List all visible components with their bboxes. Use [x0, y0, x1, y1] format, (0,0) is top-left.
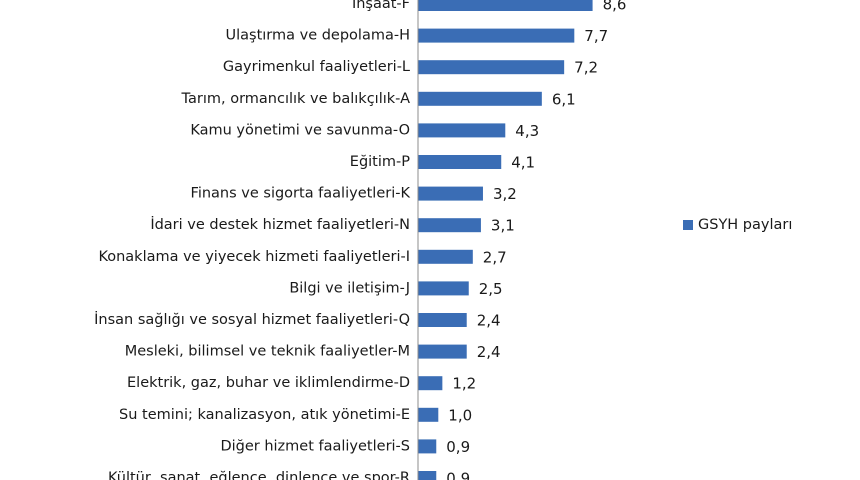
category-label: İnsan sağlığı ve sosyal hizmet faaliyetl… — [94, 310, 410, 328]
category-label: Konaklama ve yiyecek hizmeti faaliyetler… — [98, 249, 410, 265]
bar — [418, 376, 443, 391]
bar — [418, 249, 473, 264]
bar — [418, 313, 467, 327]
bar — [418, 344, 467, 359]
category-label: Bilgi ve iletişim-J — [289, 280, 410, 296]
value-label: 4,1 — [511, 154, 535, 172]
value-label: 8,6 — [603, 0, 627, 14]
value-label: 0,9 — [446, 470, 470, 480]
bar — [418, 155, 502, 169]
bar — [418, 91, 542, 106]
category-label: Eğitim-P — [350, 154, 410, 170]
category-label: Su temini; kanalizasyon, atık yönetimi-E — [119, 407, 410, 423]
category-label: Gayrimenkul faaliyetleri-L — [223, 59, 410, 75]
value-label: 2,5 — [479, 280, 503, 298]
category-label: Ulaştırma ve depolama-H — [226, 28, 411, 44]
value-label: 1,0 — [448, 406, 472, 424]
bar — [418, 218, 481, 233]
category-labels: İnşaat-F Ulaştırma ve depolama-H Gayrimenk… — [94, 0, 410, 480]
category-label: Finans ve sigorta faaliyetleri-K — [191, 186, 411, 202]
category-label: Kültür, sanat, eğlence, dinlence ve spor… — [108, 470, 410, 480]
category-label: İnşaat-F — [352, 0, 410, 12]
bar — [418, 439, 437, 454]
category-label: İdari ve destek hizmet faaliyetleri-N — [150, 215, 410, 233]
category-label: Diğer hizmet faaliyetleri-S — [220, 438, 410, 454]
value-labels: 8,67,77,26,14,34,13,23,12,72,52,42,41,21… — [446, 0, 626, 480]
bar — [418, 123, 506, 138]
value-label: 7,7 — [584, 27, 608, 45]
bar — [418, 281, 469, 296]
bar — [418, 471, 437, 480]
value-label: 4,3 — [515, 122, 539, 140]
bar — [418, 186, 483, 201]
legend-entry-label: GSYH payları — [698, 217, 792, 233]
legend-swatch — [683, 220, 693, 230]
value-label: 2,7 — [483, 248, 507, 266]
bars — [418, 0, 593, 480]
category-label: Mesleki, bilimsel ve teknik faaliyetler-… — [125, 344, 410, 360]
category-label: Kamu yönetimi ve savunma-O — [190, 122, 410, 138]
value-label: 6,1 — [552, 90, 576, 108]
value-label: 2,4 — [477, 343, 501, 361]
bar — [418, 0, 593, 11]
value-label: 3,2 — [493, 185, 517, 203]
category-label: Elektrik, gaz, buhar ve iklimlendirme-D — [127, 375, 410, 391]
legend: GSYH payları — [683, 217, 792, 233]
value-label: 0,9 — [446, 438, 470, 456]
bar — [418, 28, 575, 43]
bar — [418, 407, 439, 422]
category-label: Tarım, ormancılık ve balıkçılık-A — [181, 91, 411, 107]
bar — [418, 60, 565, 75]
value-label: 2,4 — [477, 312, 501, 330]
value-label: 3,1 — [491, 217, 515, 235]
value-label: 7,2 — [574, 59, 598, 77]
value-label: 1,2 — [452, 375, 476, 393]
